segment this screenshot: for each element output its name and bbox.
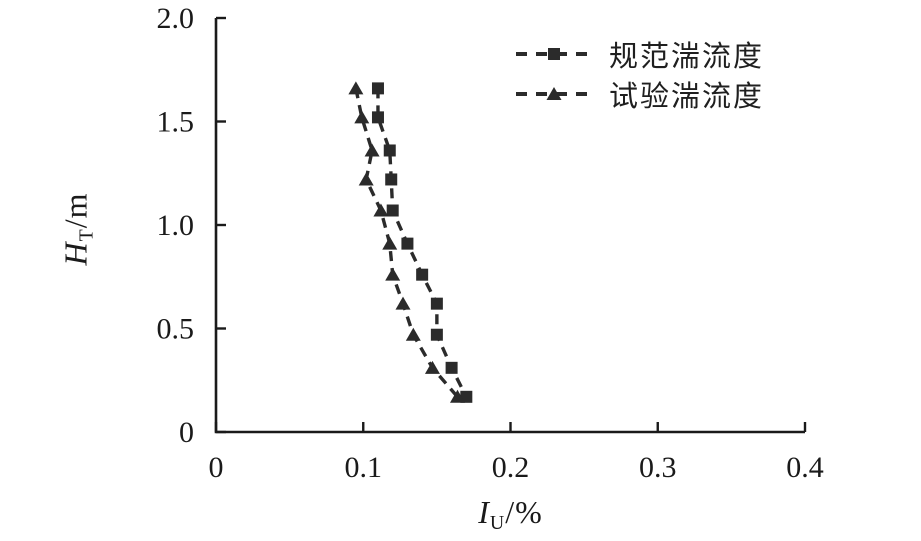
- square-marker: [416, 268, 429, 281]
- x-tick-label: 0.1: [345, 451, 383, 484]
- legend-item-standard-turbulence: 规范湍流度: [514, 38, 764, 73]
- legend-sample-triangle: [516, 86, 592, 100]
- triangle-marker: [424, 360, 440, 374]
- square-marker: [371, 82, 384, 95]
- x-tick-label: 0.4: [786, 451, 824, 484]
- triangle-marker: [405, 327, 421, 341]
- y-tick-label: 1.0: [157, 209, 195, 242]
- series-triangle: [348, 81, 465, 403]
- square-marker: [430, 328, 443, 341]
- y-tick-label: 1.5: [157, 106, 195, 139]
- square-marker: [548, 47, 560, 60]
- triangle-marker: [358, 172, 374, 186]
- x-tick-label: 0.2: [492, 451, 530, 484]
- triangle-marker: [382, 236, 398, 250]
- square-marker: [386, 204, 399, 217]
- x-axis-label: IU/%: [216, 494, 805, 534]
- square-marker: [385, 173, 398, 186]
- y-axis-subscript: T: [75, 228, 98, 242]
- legend-label-standard-turbulence: 规范湍流度: [609, 40, 765, 73]
- y-axis-label: HT/m: [57, 192, 98, 266]
- triangle-marker: [348, 81, 364, 95]
- x-tick-label: 0: [209, 451, 224, 484]
- triangle-marker: [373, 203, 389, 217]
- x-axis-symbol: I: [478, 494, 490, 530]
- triangle-marker: [449, 389, 465, 403]
- legend-label-test-turbulence: 试验湍流度: [609, 80, 765, 113]
- y-tick-label: 2.0: [157, 2, 195, 35]
- triangle-marker: [546, 86, 562, 100]
- square-marker: [401, 237, 414, 250]
- y-tick-label: 0: [179, 416, 194, 449]
- square-marker: [430, 297, 443, 310]
- legend: 规范湍流度 试验湍流度: [514, 38, 764, 113]
- triangle-marker: [364, 143, 380, 157]
- x-tick-label: 0.3: [639, 451, 677, 484]
- legend-item-test-turbulence: 试验湍流度: [514, 78, 764, 113]
- y-axis-unit: /m: [57, 192, 94, 229]
- legend-sample-square: [516, 47, 592, 60]
- triangle-marker: [354, 110, 370, 124]
- y-axis-symbol: H: [57, 241, 94, 266]
- square-marker: [383, 144, 396, 157]
- x-axis-unit: /%: [505, 494, 543, 530]
- series-square: [371, 82, 473, 403]
- triangle-marker: [385, 267, 401, 281]
- square-marker: [371, 111, 384, 124]
- square-marker: [445, 361, 458, 374]
- triangle-marker: [395, 296, 411, 310]
- y-tick-label: 0.5: [157, 313, 195, 346]
- x-axis-subscript: U: [489, 511, 506, 534]
- square-marker: [460, 390, 473, 403]
